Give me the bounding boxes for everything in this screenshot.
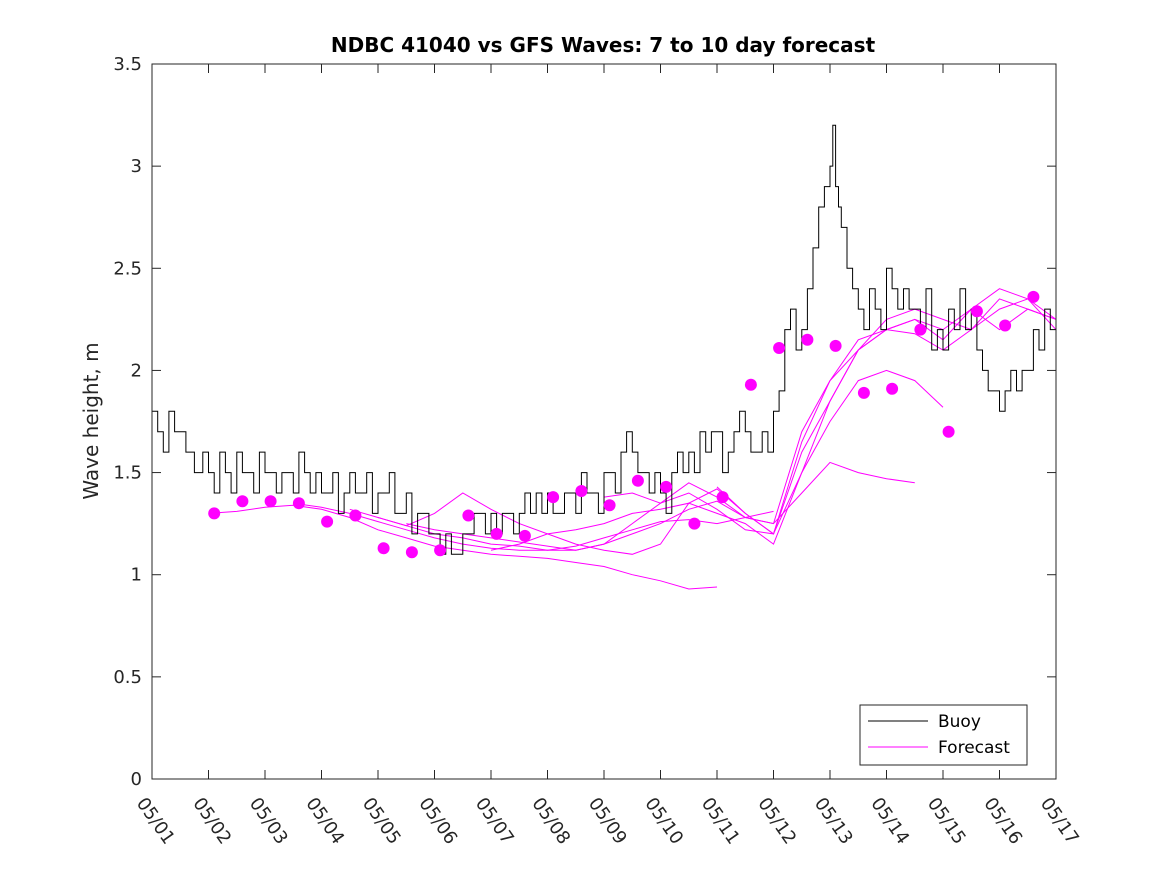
forecast-marker [829, 339, 842, 352]
x-tick-label: 05/02 [188, 794, 235, 849]
forecast-line-3 [349, 461, 915, 551]
forecast-marker [999, 319, 1012, 332]
forecast-marker [857, 386, 870, 399]
forecast-marker [490, 527, 503, 540]
forecast-marker [603, 499, 616, 512]
forecast-marker [716, 491, 729, 504]
forecast-marker [321, 515, 334, 528]
plot-background [152, 64, 1056, 779]
x-tick-label: 05/08 [527, 794, 574, 849]
forecast-marker [208, 507, 221, 520]
x-tick-label: 05/03 [245, 794, 292, 849]
buoy-line [152, 124, 1056, 555]
forecast-line-8 [716, 308, 1056, 535]
x-tick-label: 05/01 [132, 794, 179, 849]
x-tick-label: 05/07 [471, 794, 518, 849]
forecast-marker [434, 544, 447, 557]
x-tick-label: 05/10 [640, 794, 687, 849]
y-tick-label: 1 [131, 565, 142, 586]
forecast-marker [377, 542, 390, 555]
y-axis-label: Wave height, m [79, 342, 103, 499]
forecast-line-5 [406, 298, 1056, 551]
y-tick-label: 2.5 [113, 258, 142, 279]
forecast-line-4 [377, 369, 944, 555]
forecast-marker [264, 495, 277, 508]
y-axis: 0 0.5 1 1.5 2 2.5 3 3.5 [113, 54, 1056, 790]
x-tick-label: 05/04 [301, 794, 348, 849]
forecast-marker [942, 425, 955, 438]
x-tick-label: 05/15 [923, 794, 970, 849]
forecast-marker [801, 333, 814, 346]
forecast-line-6 [490, 288, 1056, 551]
forecast-marker [970, 305, 983, 318]
series-layer [152, 124, 1096, 590]
x-tick-label: 05/12 [753, 794, 800, 849]
x-tick-label: 05/11 [697, 794, 744, 849]
forecast-marker [575, 485, 588, 497]
x-tick-label: 05/09 [584, 794, 631, 849]
x-tick-label: 05/14 [866, 794, 913, 849]
x-tick-label: 05/13 [810, 794, 857, 849]
y-tick-label: 2 [131, 360, 142, 381]
forecast-marker [660, 480, 673, 493]
forecast-marker [1084, 291, 1096, 303]
x-tick-label: 05/17 [1036, 794, 1083, 849]
forecast-marker [1055, 295, 1056, 299]
forecast-marker [914, 323, 927, 336]
forecast-marker [349, 509, 362, 522]
forecast-marker [462, 509, 475, 522]
forecast-marker [236, 495, 249, 508]
y-tick-label: 3 [131, 156, 142, 177]
forecast-marker [292, 497, 305, 510]
chart-title: NDBC 41040 vs GFS Waves: 7 to 10 day for… [331, 33, 876, 57]
x-tick-label: 05/06 [414, 794, 461, 849]
legend-label-forecast: Forecast [938, 738, 1010, 758]
forecast-marker [547, 491, 560, 504]
forecast-marker [518, 529, 531, 542]
y-tick-label: 0 [131, 769, 142, 790]
y-tick-label: 3.5 [113, 54, 142, 75]
legend: Buoy Forecast [859, 704, 1028, 766]
legend-label-buoy: Buoy [938, 712, 981, 732]
forecast-marker [744, 378, 757, 391]
x-tick-label: 05/05 [358, 794, 405, 849]
plot-area [151, 63, 1096, 780]
forecast-marker [405, 546, 418, 559]
forecast-marker [631, 474, 644, 487]
forecast-marker [1027, 290, 1040, 303]
forecast-marker [773, 342, 786, 354]
y-tick-label: 0.5 [113, 667, 142, 688]
y-tick-label: 1.5 [113, 463, 142, 484]
forecast-marker [688, 517, 701, 530]
forecast-marker [886, 382, 899, 395]
x-tick-label: 05/16 [979, 794, 1026, 849]
legend-box [859, 704, 1028, 766]
